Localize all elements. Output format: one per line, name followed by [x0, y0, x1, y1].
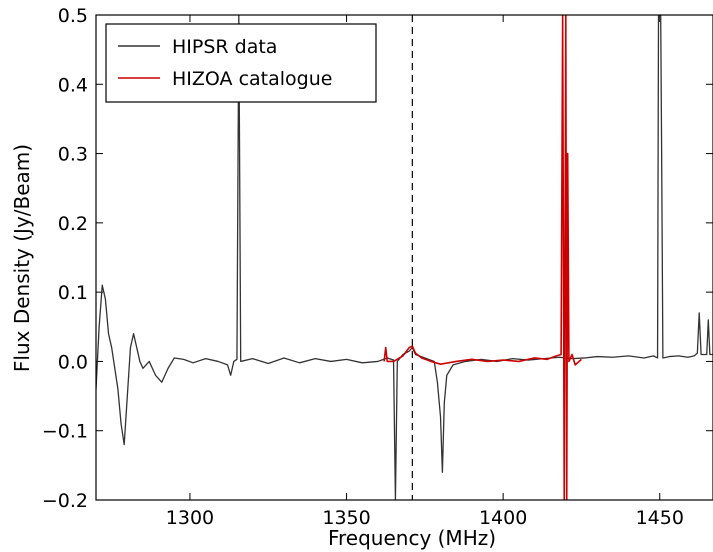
legend: HIPSR data HIZOA catalogue	[105, 23, 377, 103]
x-tick-label: 1300	[166, 507, 214, 529]
series-layer	[96, 15, 713, 500]
legend-label-hipsr: HIPSR data	[172, 36, 277, 58]
y-tick-label: 0.3	[58, 144, 88, 166]
y-tick-label: 0.2	[58, 213, 88, 235]
legend-label-hizoa: HIZOA catalogue	[172, 68, 332, 90]
y-tick-label: 0.0	[58, 351, 88, 373]
axis-ticks: 1300 1350 1400 1450 −0.2 −0.1 0.0 0.1 0.2 0.3 0.4 0…	[42, 5, 713, 529]
series-line	[383, 15, 582, 500]
legend-box	[105, 23, 377, 103]
x-tick-label: 1450	[636, 507, 684, 529]
y-tick-label: 0.1	[58, 282, 88, 304]
plot-frame	[95, 14, 713, 501]
y-tick-label: 0.5	[58, 5, 88, 27]
y-axis-label: Flux Density (Jy/Beam)	[10, 144, 34, 372]
y-tick-label: −0.2	[42, 490, 88, 512]
series-line	[96, 15, 713, 500]
y-tick-label: 0.4	[58, 74, 88, 96]
series-hipsr-data	[96, 15, 713, 500]
x-tick-label: 1350	[322, 507, 370, 529]
x-axis-label: Frequency (MHz)	[328, 526, 496, 550]
y-tick-label: −0.1	[42, 421, 88, 443]
series-hizoa-catalogue	[383, 15, 582, 500]
x-tick-label: 1400	[479, 507, 527, 529]
